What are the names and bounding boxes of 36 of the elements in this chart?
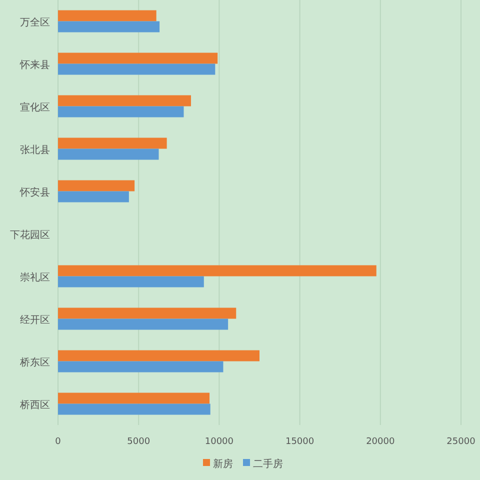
x-tick-label: 15000 <box>285 437 314 447</box>
y-tick-label: 桥东区 <box>19 356 50 368</box>
bar <box>58 404 210 415</box>
bar <box>58 180 135 192</box>
bar <box>58 148 159 160</box>
y-tick-label: 崇礼区 <box>20 271 50 284</box>
bar <box>58 106 184 118</box>
x-tick-label: 20000 <box>366 437 395 447</box>
bar <box>58 64 216 75</box>
x-tick-label: 10000 <box>204 437 234 447</box>
legend-label: 新房 <box>213 458 233 470</box>
bar <box>58 318 228 330</box>
y-tick-label: 桥西区 <box>19 398 50 411</box>
bar <box>58 265 376 276</box>
bar <box>58 350 260 362</box>
bar <box>58 276 204 288</box>
bar <box>58 392 210 404</box>
bar <box>58 10 156 22</box>
bar <box>58 361 224 372</box>
bar <box>58 191 129 202</box>
bar <box>58 138 167 149</box>
x-tick-label: 25000 <box>446 437 476 447</box>
x-tick-label: 0 <box>55 437 62 447</box>
y-tick-label: 下花园区 <box>10 228 50 241</box>
y-tick-label: 经开区 <box>20 314 50 326</box>
y-tick-label: 宣化区 <box>20 101 50 114</box>
y-tick-label: 万全区 <box>20 16 50 28</box>
bar <box>58 52 218 64</box>
bar <box>58 21 160 32</box>
x-tick-label: 5000 <box>127 437 150 447</box>
y-tick-label: 怀安县 <box>19 186 50 198</box>
bar <box>58 308 236 319</box>
legend-label: 二手房 <box>253 458 283 470</box>
bar <box>58 95 191 106</box>
y-tick-label: 张北县 <box>20 144 50 156</box>
y-tick-label: 怀来县 <box>19 58 50 71</box>
